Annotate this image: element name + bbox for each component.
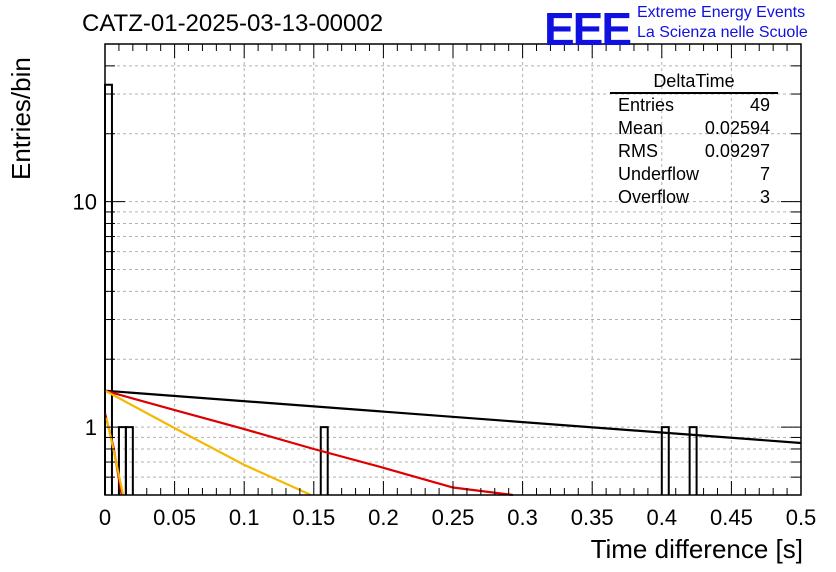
stats-value: 7 (759, 164, 770, 184)
stats-value: 3 (759, 187, 770, 207)
tick-marks (104, 43, 802, 496)
y-tick-label: 10 (73, 190, 97, 215)
x-tick-label: 0.3 (507, 505, 538, 530)
stats-row-entries: Entries 49 (610, 94, 778, 117)
stats-label: Entries (618, 95, 675, 115)
histogram-bar (688, 426, 698, 495)
tick-labels: 0 0.05 0.1 0.15 0.2 0.25 0.3 0.35 0.4 0.45 0.5 1 10 (73, 190, 817, 530)
stats-label: Overflow (618, 187, 690, 207)
fit-curve (104, 389, 802, 445)
stats-row-overflow: Overflow 3 (610, 186, 778, 209)
x-tick-label: 0.35 (571, 505, 614, 530)
x-tick-label: 0.15 (292, 505, 335, 530)
x-tick-label: 0.2 (368, 505, 399, 530)
stats-value: 49 (749, 95, 770, 115)
fit-curve (104, 389, 312, 497)
x-tick-label: 0.25 (432, 505, 475, 530)
x-tick-label: 0.1 (229, 505, 260, 530)
x-tick-label: 0.4 (647, 505, 678, 530)
histogram-bar (660, 426, 670, 495)
histogram-bar (319, 426, 329, 495)
stats-row-rms: RMS 0.09297 (610, 140, 778, 163)
x-tick-label: 0 (99, 505, 111, 530)
stats-label: RMS (618, 141, 658, 161)
stats-title: DeltaTime (610, 70, 778, 94)
stats-row-mean: Mean 0.02594 (610, 117, 778, 140)
fit-curves (103, 389, 802, 497)
stats-label: Mean (618, 118, 664, 138)
grid-lines (105, 44, 801, 495)
logo-line-1: Extreme Energy Events (637, 4, 806, 21)
fit-curve (105, 417, 125, 496)
eee-logo: EEE (544, 3, 632, 55)
logo-line-2: La Scienza nelle Scuole (637, 24, 808, 41)
x-tick-label: 0.5 (786, 505, 817, 530)
stats-value: 0.09297 (704, 141, 770, 161)
y-axis-label: Entries/bin (6, 57, 36, 180)
x-axis-label: Time difference [s] (590, 534, 803, 564)
histogram-bar (124, 426, 134, 495)
chart-title: CATZ-01-2025-03-13-00002 (82, 10, 384, 37)
stats-box: DeltaTime Entries 49 Mean 0.02594 RMS 0.… (610, 70, 778, 209)
stats-row-underflow: Underflow 7 (610, 163, 778, 186)
x-tick-label: 0.45 (710, 505, 753, 530)
y-tick-label: 1 (85, 415, 97, 440)
stats-label: Underflow (618, 164, 700, 184)
x-tick-label: 0.05 (153, 505, 196, 530)
stats-value: 0.02594 (704, 118, 770, 138)
